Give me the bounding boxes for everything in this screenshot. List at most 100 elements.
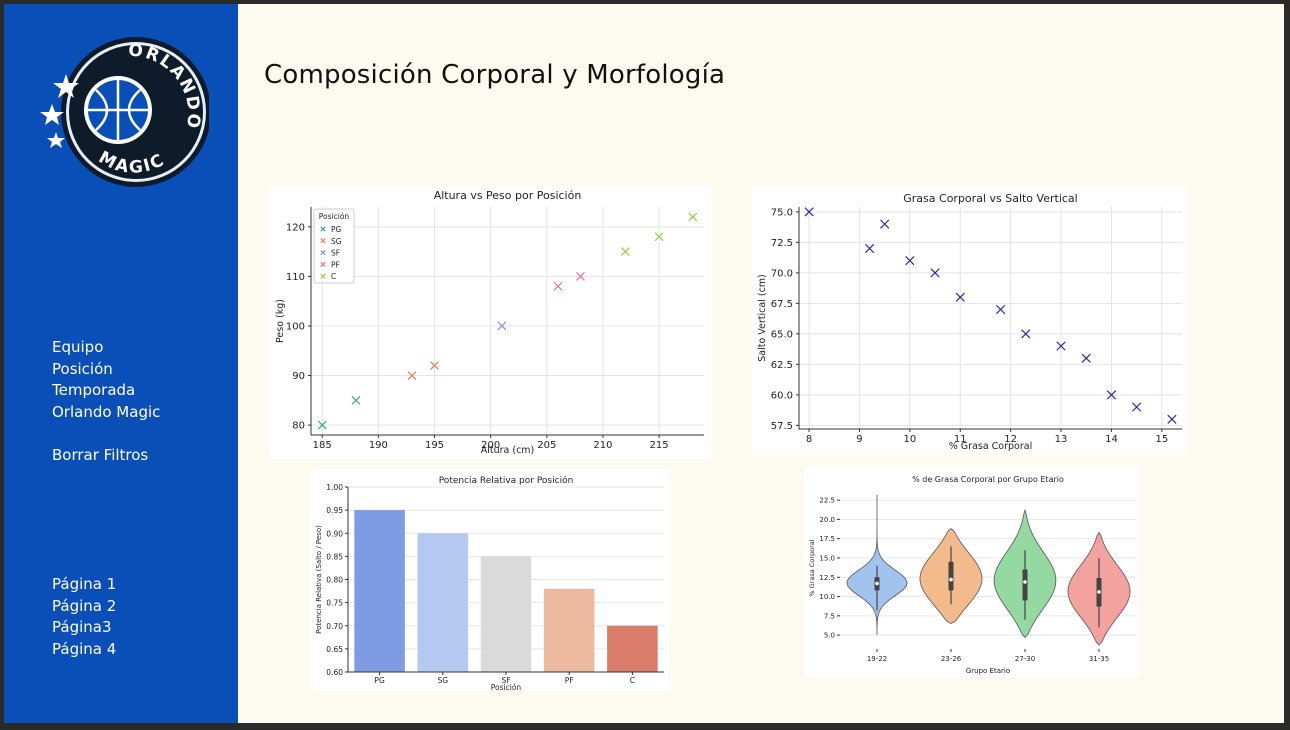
point-c (688, 212, 698, 222)
y-tick-label: 20.0 (819, 516, 835, 524)
filter-temporada[interactable]: Temporada (52, 381, 136, 399)
orlando-magic-logo: ORLANDO MAGIC (40, 37, 209, 187)
y-tick-label: 62.5 (771, 360, 793, 371)
y-tick-label: 17.5 (819, 535, 835, 543)
violin-median (949, 577, 953, 582)
chart-title: Grasa Corporal vs Salto Vertical (903, 192, 1077, 205)
legend-label: SF (331, 249, 340, 258)
clear-filters-wrap: Borrar Filtros (52, 445, 148, 467)
x-tick-label: 215 (650, 440, 669, 451)
chart-altura-peso: 185 190 195 200 205 210 215 80 90 100 110 120 Altura… (275, 189, 704, 456)
point-pf (553, 281, 563, 291)
page-nav: Página 1 Página 2 Página3 Página 4 (52, 574, 116, 660)
x-axis-label: Posición (491, 683, 522, 691)
filter-orlando-magic[interactable]: Orlando Magic (52, 402, 161, 421)
x-tick-label: 19-22 (867, 655, 887, 663)
y-tick-label: 5.0 (824, 632, 835, 640)
page-title: Composición Corporal y Morfología (264, 60, 726, 90)
y-tick-label: 80 (292, 421, 305, 432)
y-tick-label: 90 (292, 371, 305, 382)
chart-violin-panel: 19-22 23-26 27-30 31-35 5.0 7.5 10.0 12.5 15.0 17… (804, 467, 1139, 677)
y-axis-label: Peso (kg) (275, 299, 286, 343)
y-tick-label: 57.5 (771, 421, 793, 432)
point-pg (317, 420, 327, 430)
violin-box (948, 561, 954, 591)
chart-title: % de Grasa Corporal por Grupo Etario (912, 475, 1064, 484)
bar-sf (480, 556, 532, 672)
point (995, 304, 1006, 315)
y-tick-label: 120 (286, 222, 305, 233)
violin-19-22 (846, 494, 908, 636)
y-tick-label: 75.0 (771, 207, 793, 218)
chart-grasa-salto-panel: 8 9 10 11 12 13 14 15 57.5 60.0 62.5 65.0 67.5 70.0 72… (752, 185, 1187, 456)
x-tick-label: 27-30 (1015, 655, 1035, 663)
point (880, 219, 890, 229)
x-tick-label: 185 (313, 440, 332, 451)
nav-page-3[interactable]: Página3 (52, 618, 112, 636)
x-tick-label: SF (501, 676, 510, 685)
x-tick-label: 15 (1155, 434, 1168, 445)
nav-page-2[interactable]: Página 2 (52, 596, 117, 615)
point (1056, 341, 1066, 351)
y-tick-label: 22.5 (819, 497, 835, 505)
x-tick-label: 10 (904, 434, 917, 445)
y-axis-label: Salto Vertical (cm) (757, 274, 768, 362)
y-tick-label: 1.00 (326, 483, 343, 492)
clear-filters-button[interactable]: Borrar Filtros (52, 446, 149, 464)
y-tick-label: 0.70 (326, 622, 343, 631)
point (1132, 402, 1142, 412)
x-tick-label: 8 (806, 434, 812, 445)
legend-marker-sf (320, 249, 326, 256)
point-pf (576, 271, 585, 281)
point (930, 268, 940, 278)
bar-sg (417, 533, 469, 672)
x-tick-label: 12 (1004, 434, 1017, 445)
legend-label: SG (331, 237, 342, 246)
x-tick-label: PG (374, 676, 385, 685)
chart-grasa-salto: 8 9 10 11 12 13 14 15 57.5 60.0 62.5 65.0 67.5 70.0 72… (757, 192, 1182, 452)
y-tick-label: 70.0 (771, 268, 793, 279)
chart-title: Altura vs Peso por Posición (434, 189, 582, 202)
bar-c (607, 625, 658, 672)
x-tick-label: 190 (369, 440, 388, 451)
sidebar: ORLANDO MAGIC Equipo Posición Temporada … (4, 4, 238, 723)
y-axis-label: % Grasa Corporal (808, 539, 816, 596)
x-tick-label: 200 (481, 440, 500, 451)
x-tick-label: 23-26 (941, 655, 962, 663)
nav-page-1[interactable]: Página 1 (52, 575, 117, 593)
x-axis-label: Altura (cm) (481, 445, 535, 456)
legend-marker-c (320, 273, 326, 279)
y-tick-label: 100 (286, 321, 305, 332)
y-tick-label: 0.95 (326, 506, 343, 515)
y-tick-label: 0.75 (326, 599, 343, 608)
legend-marker-pf (320, 261, 326, 268)
filter-equipo[interactable]: Equipo (52, 338, 104, 356)
y-tick-label: 15.0 (819, 554, 835, 562)
x-tick-label: 11 (954, 434, 967, 445)
point (1081, 353, 1091, 363)
point (804, 207, 814, 217)
y-tick-label: 0.60 (326, 668, 343, 677)
legend-label: C (331, 272, 336, 281)
x-tick-label: PF (565, 676, 574, 685)
x-tick-label: C (630, 676, 635, 685)
y-tick-label: 65.0 (771, 329, 793, 340)
legend-marker-sg (320, 238, 326, 244)
bar-pf (543, 588, 595, 672)
y-tick-label: 12.5 (819, 574, 835, 582)
y-axis-label: Potencia Relativa (Salto / Peso) (315, 525, 323, 634)
x-tick-label: 9 (856, 434, 862, 445)
legend-title: Posición (319, 212, 350, 221)
y-tick-label: 60.0 (771, 390, 793, 401)
y-tick-label: 7.5 (824, 612, 835, 620)
nav-page-4[interactable]: Página 4 (52, 639, 117, 658)
y-tick-label: 72.5 (771, 238, 793, 249)
point (955, 292, 965, 302)
point-sg (407, 371, 417, 380)
violin-box (1022, 569, 1028, 601)
x-tick-label: 195 (425, 440, 444, 451)
filter-posicion[interactable]: Posición (52, 359, 113, 378)
point-c (620, 247, 630, 257)
point-sf (497, 321, 507, 331)
x-tick-label: 205 (537, 440, 556, 451)
